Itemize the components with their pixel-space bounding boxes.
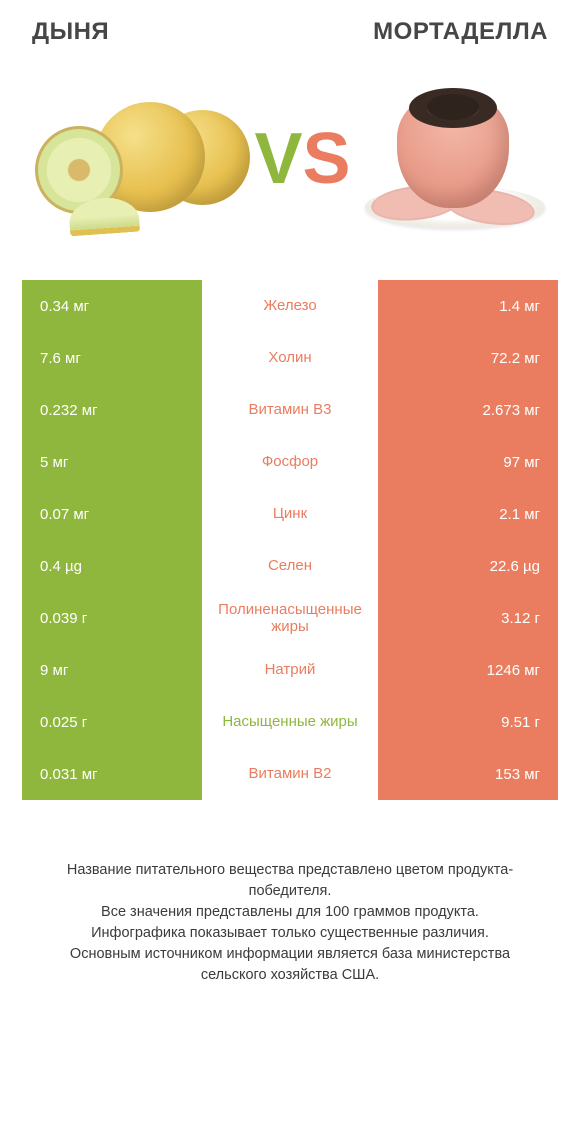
vs-label: VS — [254, 123, 350, 195]
title-row: ДЫНЯ МОРТАДЕЛЛА — [22, 18, 558, 46]
nutrient-label: Натрий — [202, 644, 378, 696]
left-value: 7.6 мг — [22, 332, 202, 384]
left-product-title: ДЫНЯ — [32, 18, 109, 46]
left-value: 0.07 мг — [22, 488, 202, 540]
nutrient-label: Насыщенные жиры — [202, 696, 378, 748]
left-value: 0.039 г — [22, 592, 202, 644]
vs-s: S — [303, 119, 351, 199]
right-value: 1246 мг — [378, 644, 558, 696]
comparison-row: 0.34 мгЖелезо1.4 мг — [22, 280, 558, 332]
right-product-title: МОРТАДЕЛЛА — [373, 18, 548, 46]
nutrient-label: Витамин B2 — [202, 748, 378, 800]
comparison-row: 9 мгНатрий1246 мг — [22, 644, 558, 696]
nutrient-label: Полиненасыщенные жиры — [202, 592, 378, 644]
comparison-row: 0.07 мгЦинк2.1 мг — [22, 488, 558, 540]
mortadella-illustration — [365, 84, 545, 234]
comparison-row: 0.4 µgСелен22.6 µg — [22, 540, 558, 592]
comparison-row: 0.232 мгВитамин B32.673 мг — [22, 384, 558, 436]
right-value: 97 мг — [378, 436, 558, 488]
nutrient-label: Цинк — [202, 488, 378, 540]
left-value: 5 мг — [22, 436, 202, 488]
comparison-table: 0.34 мгЖелезо1.4 мг7.6 мгХолин72.2 мг0.2… — [22, 280, 558, 800]
melon-illustration — [35, 84, 240, 234]
right-value: 1.4 мг — [378, 280, 558, 332]
comparison-row: 0.039 гПолиненасыщенные жиры3.12 г — [22, 592, 558, 644]
comparison-row: 0.031 мгВитамин B2153 мг — [22, 748, 558, 800]
nutrient-label: Фосфор — [202, 436, 378, 488]
nutrient-label: Витамин B3 — [202, 384, 378, 436]
nutrient-label: Холин — [202, 332, 378, 384]
footnote-text: Название питательного вещества представл… — [22, 860, 558, 986]
right-value: 22.6 µg — [378, 540, 558, 592]
right-value: 3.12 г — [378, 592, 558, 644]
right-value: 72.2 мг — [378, 332, 558, 384]
hero-row: VS — [22, 74, 558, 244]
sausage-icon — [397, 90, 509, 208]
right-value: 9.51 г — [378, 696, 558, 748]
right-value: 2.673 мг — [378, 384, 558, 436]
right-value: 153 мг — [378, 748, 558, 800]
left-value: 9 мг — [22, 644, 202, 696]
nutrient-label: Железо — [202, 280, 378, 332]
comparison-row: 0.025 гНасыщенные жиры9.51 г — [22, 696, 558, 748]
left-value: 0.025 г — [22, 696, 202, 748]
right-value: 2.1 мг — [378, 488, 558, 540]
left-value: 0.34 мг — [22, 280, 202, 332]
page-root: ДЫНЯ МОРТАДЕЛЛА VS 0.34 мгЖелезо1.4 мг7.… — [0, 0, 580, 1144]
left-value: 0.4 µg — [22, 540, 202, 592]
nutrient-label: Селен — [202, 540, 378, 592]
comparison-row: 7.6 мгХолин72.2 мг — [22, 332, 558, 384]
comparison-row: 5 мгФосфор97 мг — [22, 436, 558, 488]
vs-v: V — [254, 119, 302, 199]
left-value: 0.031 мг — [22, 748, 202, 800]
left-value: 0.232 мг — [22, 384, 202, 436]
